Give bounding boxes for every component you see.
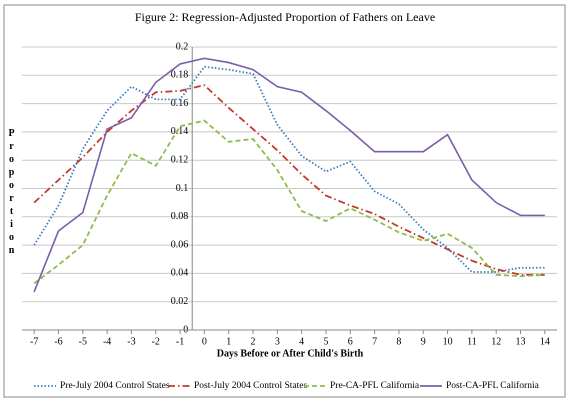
x-tick-label: 6: [348, 336, 353, 347]
x-tick-label: 2: [251, 336, 256, 347]
x-tick-label: 0: [202, 336, 207, 347]
y-tick-label: 0.2: [176, 41, 189, 52]
y-tick-label: 0.08: [171, 211, 189, 222]
x-tick-label: 1: [226, 336, 231, 347]
x-tick-label: -1: [176, 336, 184, 347]
x-tick-label: 13: [516, 336, 526, 347]
series-line: [33, 57, 545, 293]
y-tick-label: 0.18: [171, 70, 189, 81]
y-tick-label: 0.02: [171, 296, 189, 307]
legend-label: Post-July 2004 Control States: [194, 381, 308, 391]
y-tick-label: 0.1: [176, 183, 189, 194]
series-line: [33, 65, 545, 273]
x-tick-label: 8: [396, 336, 401, 347]
x-tick-label: -5: [79, 336, 87, 347]
y-axis-label: Proportion: [6, 128, 17, 258]
x-tick-label: -4: [103, 336, 111, 347]
legend-label: Post-CA-PFL California: [446, 380, 540, 391]
chart-title: Figure 2: Regression-Adjusted Proportion…: [135, 10, 435, 24]
x-tick-label: 14: [540, 336, 550, 347]
x-tick-label: 4: [299, 336, 304, 347]
series-line: [33, 84, 545, 276]
legend-label: Pre-CA-PFL California: [330, 380, 420, 391]
y-tick-label: 0.06: [171, 239, 189, 250]
legend-label: Pre-July 2004 Control States: [60, 381, 170, 391]
x-tick-label: -3: [127, 336, 135, 347]
x-tick-label: 11: [467, 336, 477, 347]
x-tick-label: 10: [443, 336, 453, 347]
x-tick-label: 7: [372, 336, 377, 347]
x-tick-label: 3: [275, 336, 280, 347]
x-tick-label: -6: [54, 336, 62, 347]
x-tick-label: 12: [491, 336, 501, 347]
y-tick-label: 0.16: [171, 98, 189, 109]
series-line: [33, 119, 545, 285]
x-tick-label: 5: [323, 336, 328, 347]
x-tick-label: 9: [421, 336, 426, 347]
y-tick-label: 0.14: [171, 126, 189, 137]
chart-frame: [3, 4, 566, 398]
x-tick-label: -7: [30, 336, 38, 347]
x-axis-label: Days Before or After Child's Birth: [217, 348, 364, 359]
x-tick-label: -2: [152, 336, 160, 347]
y-tick-label: 0.04: [171, 268, 189, 279]
y-tick-label: 0.12: [171, 154, 189, 165]
